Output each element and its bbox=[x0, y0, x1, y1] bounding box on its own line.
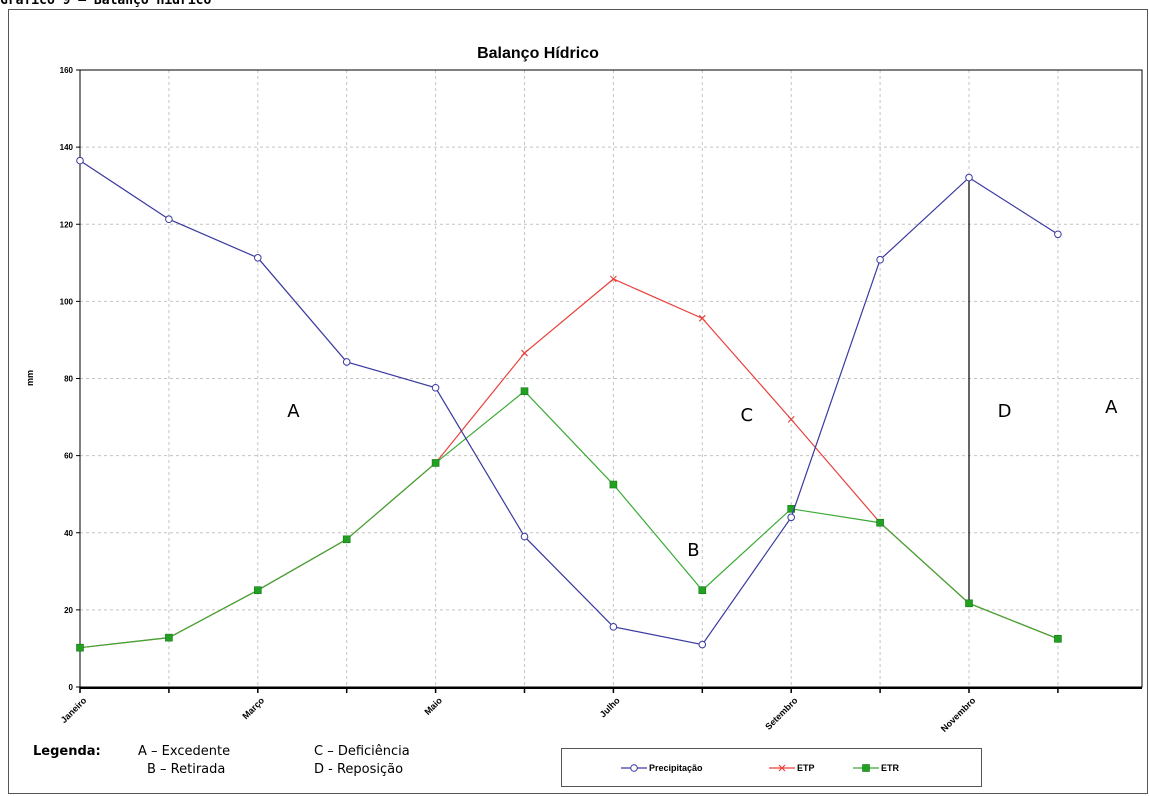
y-tick-label: 120 bbox=[60, 220, 74, 229]
axes: 0 20 40 60 80 100 120 140 160 Janeiro Março Maio Jul… bbox=[59, 66, 1143, 734]
y-tick-label: 0 bbox=[69, 683, 74, 692]
data-point-etp bbox=[521, 349, 528, 357]
data-point-etr bbox=[609, 480, 618, 489]
series-line-etp bbox=[79, 278, 1059, 649]
x-tick-label: Setembro bbox=[763, 695, 800, 732]
region-label: A bbox=[287, 401, 300, 422]
data-point-precipitacao bbox=[165, 215, 173, 224]
legend-label-etp: ETP bbox=[797, 762, 815, 773]
legend-item-etp: ETP bbox=[769, 749, 815, 786]
data-point-etr bbox=[1054, 634, 1062, 643]
series-line-etr bbox=[79, 390, 1059, 649]
y-tick-label: 100 bbox=[60, 297, 74, 306]
region-label: D bbox=[998, 401, 1012, 422]
data-point-precipitacao bbox=[1054, 230, 1062, 239]
chart-frame bbox=[8, 9, 1148, 794]
series-layer bbox=[76, 156, 1062, 652]
data-point-etr bbox=[76, 643, 84, 652]
data-point-precipitacao bbox=[431, 383, 440, 392]
x-tick-label: Novembro bbox=[939, 695, 978, 734]
annotation-layer: A B C D A bbox=[287, 397, 1118, 561]
legend-swatch-etp bbox=[769, 764, 795, 771]
legend-note-a: A – Excedente bbox=[138, 744, 231, 759]
legend-item-etr: ETR bbox=[853, 749, 899, 786]
data-point-precipitacao bbox=[609, 623, 618, 631]
chart-title: Balanço Hídrico bbox=[477, 45, 599, 62]
y-tick-label: 160 bbox=[60, 66, 74, 75]
chart-legend: Precipitação ETP ETR bbox=[561, 748, 982, 787]
legend-swatch-precipitacao bbox=[621, 763, 647, 772]
data-point-etr bbox=[342, 535, 351, 544]
legend-note-d: D - Reposição bbox=[314, 762, 404, 777]
data-point-etr bbox=[254, 586, 262, 595]
data-point-etp bbox=[609, 275, 617, 283]
data-point-precipitacao bbox=[253, 253, 262, 262]
y-tick-label: 60 bbox=[64, 452, 73, 461]
y-tick-label: 40 bbox=[64, 529, 73, 538]
figure-caption: Gráfico 9 – Balanço Hídrico bbox=[0, 0, 212, 8]
data-point-precipitacao bbox=[965, 173, 973, 182]
grid bbox=[80, 69, 1142, 687]
data-point-precipitacao bbox=[698, 640, 707, 649]
x-tick-label: Janeiro bbox=[59, 695, 89, 725]
data-point-etp bbox=[787, 415, 795, 423]
data-point-precipitacao bbox=[876, 255, 884, 264]
data-point-etr bbox=[431, 459, 440, 467]
legend-note-c: C – Deficiência bbox=[314, 744, 410, 759]
y-tick-label: 20 bbox=[64, 606, 73, 615]
x-tick-label: Maio bbox=[422, 695, 444, 717]
data-point-etr bbox=[698, 586, 707, 595]
region-label: A bbox=[1105, 397, 1118, 418]
data-point-precipitacao bbox=[787, 513, 796, 522]
data-point-etp bbox=[698, 314, 706, 322]
data-point-precipitacao bbox=[342, 358, 351, 366]
data-point-precipitacao bbox=[76, 156, 84, 165]
x-tick-label: Julho bbox=[598, 695, 622, 719]
legend-label-etr: ETR bbox=[881, 762, 899, 773]
data-point-etr bbox=[165, 633, 173, 642]
legend-notes-heading: Legenda: bbox=[33, 744, 101, 759]
region-label: B bbox=[687, 540, 699, 561]
series-line-precipitacao bbox=[79, 160, 1059, 646]
data-point-etr bbox=[876, 518, 884, 527]
legend-item-precipitacao: Precipitação bbox=[621, 749, 703, 786]
y-tick-label: 80 bbox=[64, 375, 73, 384]
data-point-etr bbox=[965, 599, 973, 608]
region-label: C bbox=[740, 405, 753, 426]
y-axis-label: mm bbox=[25, 370, 35, 386]
legend-label-precipitacao: Precipitação bbox=[649, 762, 703, 773]
data-point-precipitacao bbox=[520, 532, 529, 541]
legend-swatch-etr bbox=[853, 763, 879, 772]
data-point-etr bbox=[520, 387, 529, 396]
legend-note-b: B – Retirada bbox=[147, 762, 226, 777]
y-tick-label: 140 bbox=[60, 143, 74, 152]
x-tick-label: Março bbox=[240, 695, 266, 721]
